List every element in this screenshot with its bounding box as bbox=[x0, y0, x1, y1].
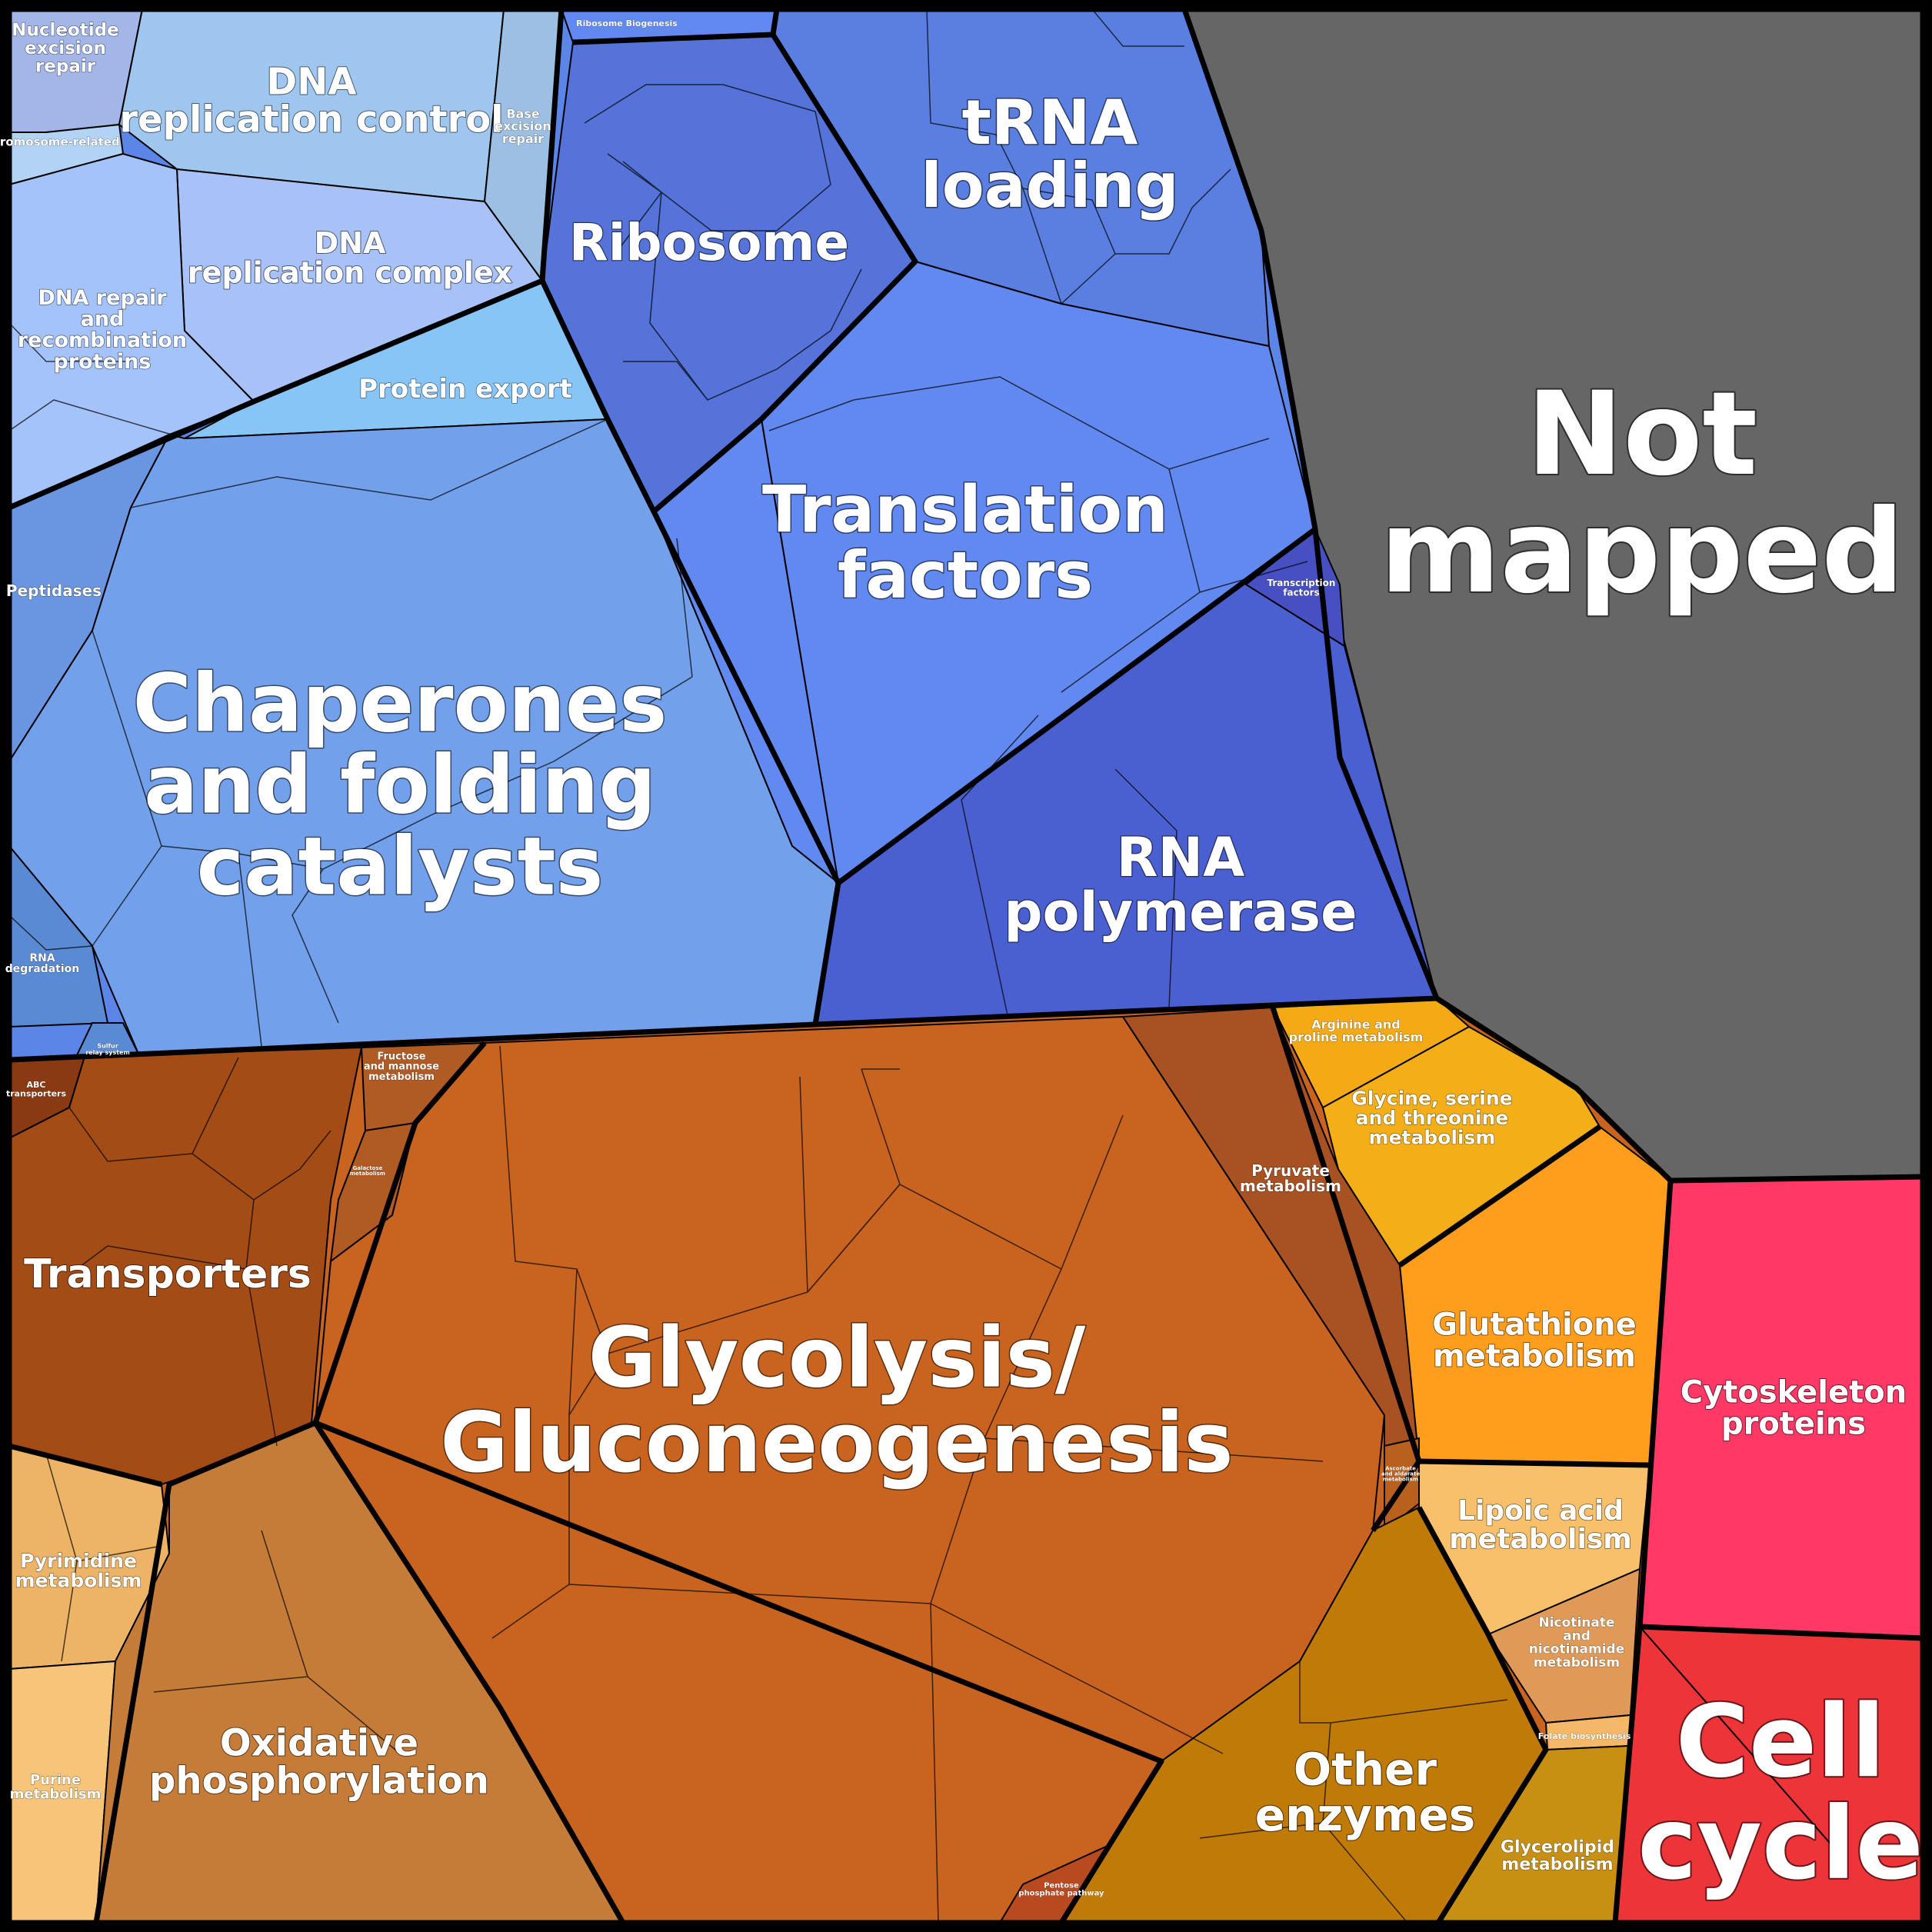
label-rna-polymerase: RNA polymerase bbox=[1004, 826, 1357, 944]
label-lipoic-acid: Lipoic acid metabolism bbox=[1449, 1495, 1632, 1555]
label-ribosome: Ribosome bbox=[569, 213, 849, 272]
label-cytoskeleton: Cytoskeleton proteins bbox=[1681, 1375, 1907, 1442]
orange-inner-lines bbox=[45, 1045, 1508, 1924]
label-chromosome-related: Chromosome-related bbox=[0, 135, 120, 148]
label-nucleotide-excision-repair: Nucleotide excision repair bbox=[12, 21, 118, 77]
label-transcription-factors: Transcription factors bbox=[1267, 578, 1336, 598]
label-dna-replication-complex: DNA replication complex bbox=[188, 226, 512, 290]
label-base-excision-repair: Base excision repair bbox=[495, 106, 551, 146]
label-pentose-phosphate: Pentose phosphate pathway bbox=[1018, 1881, 1104, 1897]
label-trna-loading: tRNA loading bbox=[921, 87, 1178, 222]
label-translation-factors: Translation factors bbox=[762, 472, 1168, 614]
label-pyruvate: Pyruvate metabolism bbox=[1240, 1161, 1341, 1195]
label-glycine-serine-threonine: Glycine, serine and threonine metabolism bbox=[1351, 1087, 1512, 1148]
label-not-mapped: Not mapped bbox=[1380, 368, 1904, 619]
label-glycolysis: Glycolysis/Gluconeogenesis bbox=[440, 1311, 1233, 1491]
label-chaperones: Chaperones and folding catalysts bbox=[133, 656, 668, 913]
label-ascorbate-aldarate: Ascorbate and aldarate metabolism bbox=[1381, 1465, 1421, 1482]
label-dna-replication-control: DNA replication control bbox=[119, 60, 503, 141]
labels: Not mapped Cell cycle Cytoskeleton proteins… bbox=[0, 18, 1925, 1904]
label-abc-transporters: ABC transporters bbox=[6, 1080, 66, 1098]
label-rna-degradation: RNA degradation bbox=[5, 952, 79, 975]
label-dna-repair-recombination: DNA repair and recombination proteins bbox=[18, 286, 187, 374]
label-glycerolipid: Glycerolipid metabolism bbox=[1501, 1837, 1614, 1874]
label-cell-cycle: Cell cycle bbox=[1637, 1683, 1924, 1902]
label-sulfur-relay: Sulfur relay system bbox=[85, 1043, 130, 1056]
label-fructose-mannose: Fructose and mannose metabolism bbox=[364, 1051, 439, 1083]
label-transporters: Transporters bbox=[24, 1251, 311, 1297]
label-oxidative-phosphorylation: Oxidative phosphorylation bbox=[149, 1721, 489, 1802]
label-galactose: Galactose metabolism bbox=[350, 1165, 385, 1177]
label-pyrimidine: Pyrimidine metabolism bbox=[15, 1550, 142, 1592]
label-arginine-proline: Arginine and proline metabolism bbox=[1289, 1017, 1424, 1044]
cell-chaperones[interactable] bbox=[8, 418, 840, 1055]
label-other-enzymes: Other enzymes bbox=[1255, 1744, 1476, 1841]
label-peptidases: Peptidases bbox=[6, 581, 102, 600]
label-nicotinate: Nicotinate and nicotinamide metabolism bbox=[1529, 1615, 1624, 1671]
label-protein-export: Protein export bbox=[358, 374, 572, 405]
label-glutathione: Glutathione metabolism bbox=[1432, 1307, 1637, 1374]
blue-inner-lines bbox=[8, 8, 1308, 1047]
label-purine: Purine metabolism bbox=[10, 1772, 102, 1802]
label-ribosome-biogenesis: Ribosome Biogenesis bbox=[576, 18, 678, 28]
label-folate: Folate biosynthesis bbox=[1538, 1731, 1631, 1741]
